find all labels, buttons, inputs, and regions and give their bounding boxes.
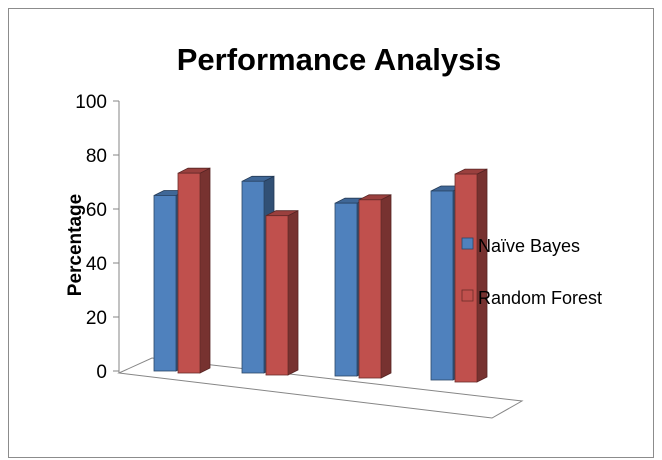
chart-frame: Performance Analysis 0 20 40 60 80 100 Percen… bbox=[8, 8, 654, 458]
legend-swatch bbox=[461, 237, 474, 250]
bar-random-forest-2 bbox=[265, 210, 299, 376]
bar-side-face bbox=[476, 168, 488, 383]
y-tick-label: 20 bbox=[86, 308, 107, 329]
bar-front-face bbox=[430, 190, 454, 381]
bar-random-forest-4 bbox=[454, 168, 488, 383]
y-tick-label: 60 bbox=[86, 200, 107, 221]
bar-front-face bbox=[177, 172, 201, 374]
bar-front-face bbox=[334, 202, 358, 377]
floor-plane bbox=[117, 357, 524, 419]
legend-label: Naïve Bayes bbox=[478, 236, 580, 256]
y-axis-label: Percentage bbox=[65, 194, 86, 296]
chart: Performance Analysis 0 20 40 60 80 100 Percen… bbox=[65, 42, 602, 419]
y-tick-label: 40 bbox=[86, 254, 107, 275]
bar-side-face bbox=[199, 167, 211, 374]
legend-swatch bbox=[461, 289, 474, 302]
bar-random-forest-1 bbox=[177, 167, 211, 374]
bar-side-face bbox=[380, 194, 392, 379]
y-tick-label: 0 bbox=[96, 362, 107, 383]
bar-front-face bbox=[153, 195, 177, 372]
bar-front-face bbox=[241, 180, 265, 374]
bar-side-face bbox=[287, 210, 299, 376]
legend-item-random-forest: Random Forest bbox=[461, 288, 602, 308]
bar-front-face bbox=[454, 173, 478, 383]
y-tick-label: 80 bbox=[86, 146, 107, 167]
legend: Naïve Bayes Random Forest bbox=[461, 236, 602, 308]
bar-random-forest-3 bbox=[358, 194, 392, 379]
axis-layer: 0 20 40 60 80 100 bbox=[75, 92, 524, 419]
bar-front-face bbox=[358, 199, 382, 379]
legend-item-naive-bayes: Naïve Bayes bbox=[461, 236, 580, 256]
y-tick-label: 100 bbox=[75, 92, 107, 113]
legend-label: Random Forest bbox=[478, 288, 602, 308]
bars-layer bbox=[153, 167, 488, 383]
bar-front-face bbox=[265, 215, 289, 376]
chart-title: Performance Analysis bbox=[177, 42, 502, 77]
